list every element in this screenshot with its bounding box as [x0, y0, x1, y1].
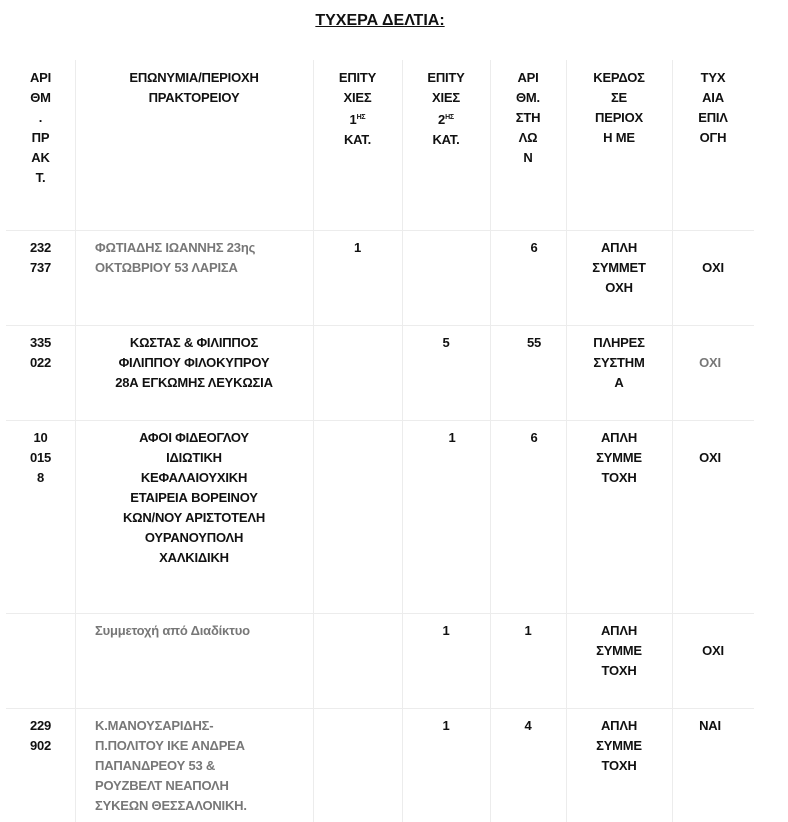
random-pick-cell: ΝΑΙ [699, 718, 721, 733]
divider [402, 60, 403, 822]
divider [313, 60, 314, 822]
header-wins-2nd: ΕΠΙΤΥ ΧΙΕΣ 2ΗΣ ΚΑΤ. [427, 70, 465, 147]
agency-name-cell: ΦΩΤΙΑΔΗΣ ΙΩΑΝΝΗΣ 23ης ΟΚΤΩΒΡΙΟΥ 53 ΛΑΡΙΣ… [95, 240, 256, 275]
agency-no-cell: 10 015 8 [29, 430, 52, 485]
random-pick-cell: ΟΧΙ [702, 260, 724, 275]
header-columns: ΑΡΙ ΘΜ. ΣΤΗ ΛΩ Ν [515, 70, 541, 165]
wins-2nd-cell: 1 [448, 430, 456, 445]
header-random: ΤΥΧ ΑΙΑ ΕΠΙΛ ΟΓΗ [698, 70, 728, 145]
agency-no-cell: 335 022 [29, 335, 52, 370]
random-pick-cell: ΟΧΙ [702, 643, 724, 658]
columns-cell: 1 [524, 623, 532, 638]
win-type-cell: ΑΠΛΗ ΣΥΜΜΕ ΤΟΧΗ [596, 718, 642, 773]
random-pick-cell: ΟΧΙ [699, 450, 721, 465]
agency-name-cell: Συμμετοχή από Διαδίκτυο [95, 623, 250, 638]
header-wins-1st: ΕΠΙΤΥ ΧΙΕΣ 1ΗΣ ΚΑΤ. [338, 70, 377, 147]
divider [75, 60, 76, 822]
win-type-cell: ΑΠΛΗ ΣΥΜΜΕ ΤΟΧΗ [596, 623, 642, 678]
divider [490, 60, 491, 822]
divider [6, 325, 754, 326]
divider [6, 420, 754, 421]
win-type-cell: ΑΠΛΗ ΣΥΜΜΕ ΤΟΧΗ [596, 430, 642, 485]
agency-no-cell: 232 737 [29, 240, 52, 275]
columns-cell: 6 [530, 430, 538, 445]
agency-name-cell: ΚΩΣΤΑΣ & ΦΙΛΙΠΠΟΣ ΦΙΛΙΠΠΟΥ ΦΙΛΟΚΥΠΡΟΥ 28… [115, 335, 273, 390]
columns-cell: 6 [530, 240, 538, 255]
divider [672, 60, 673, 822]
header-win-type: ΚΕΡΔΟΣ ΣΕ ΠΕΡΙΟΧ Η ΜΕ [593, 70, 645, 145]
agency-name-cell: Κ.ΜΑΝΟΥΣΑΡΙΔΗΣ- Π.ΠΟΛΙΤΟΥ ΙΚΕ ΑΝΔΡΕΑ ΠΑΠ… [95, 718, 247, 813]
columns-cell: 55 [526, 335, 542, 350]
header-agency-no: ΑΡΙ ΘΜ . ΠΡ ΑΚ Τ. [29, 70, 52, 185]
columns-cell: 4 [524, 718, 532, 733]
wins-2nd-cell: 1 [442, 623, 450, 638]
divider [6, 613, 754, 614]
divider [566, 60, 567, 822]
win-type-cell: ΠΛΗΡΕΣ ΣΥΣΤΗΜ Α [593, 335, 645, 390]
header-name: ΕΠΩΝΥΜΙΑ/ΠΕΡΙΟΧΗ ΠΡΑΚΤΟΡΕΙΟΥ [129, 70, 259, 105]
divider [6, 708, 754, 709]
agency-name-cell: ΑΦΟΙ ΦΙΔΕΟΓΛΟΥ ΙΔΙΩΤΙΚΗ ΚΕΦΑΛΑΙΟΥΧΙΚΗ ΕΤ… [122, 430, 266, 565]
wins-1st-cell: 1 [353, 240, 362, 255]
agency-no-cell: 229 902 [29, 718, 52, 753]
wins-2nd-cell: 1 [442, 718, 450, 733]
win-type-cell: ΑΠΛΗ ΣΥΜΜΕΤ ΟΧΗ [592, 240, 646, 295]
random-pick-cell: ΟΧΙ [699, 355, 721, 370]
wins-2nd-cell: 5 [442, 335, 450, 350]
divider [6, 230, 754, 231]
page-title: ΤΥΧΕΡΑ ΔΕΛΤΙΑ: [315, 12, 445, 29]
